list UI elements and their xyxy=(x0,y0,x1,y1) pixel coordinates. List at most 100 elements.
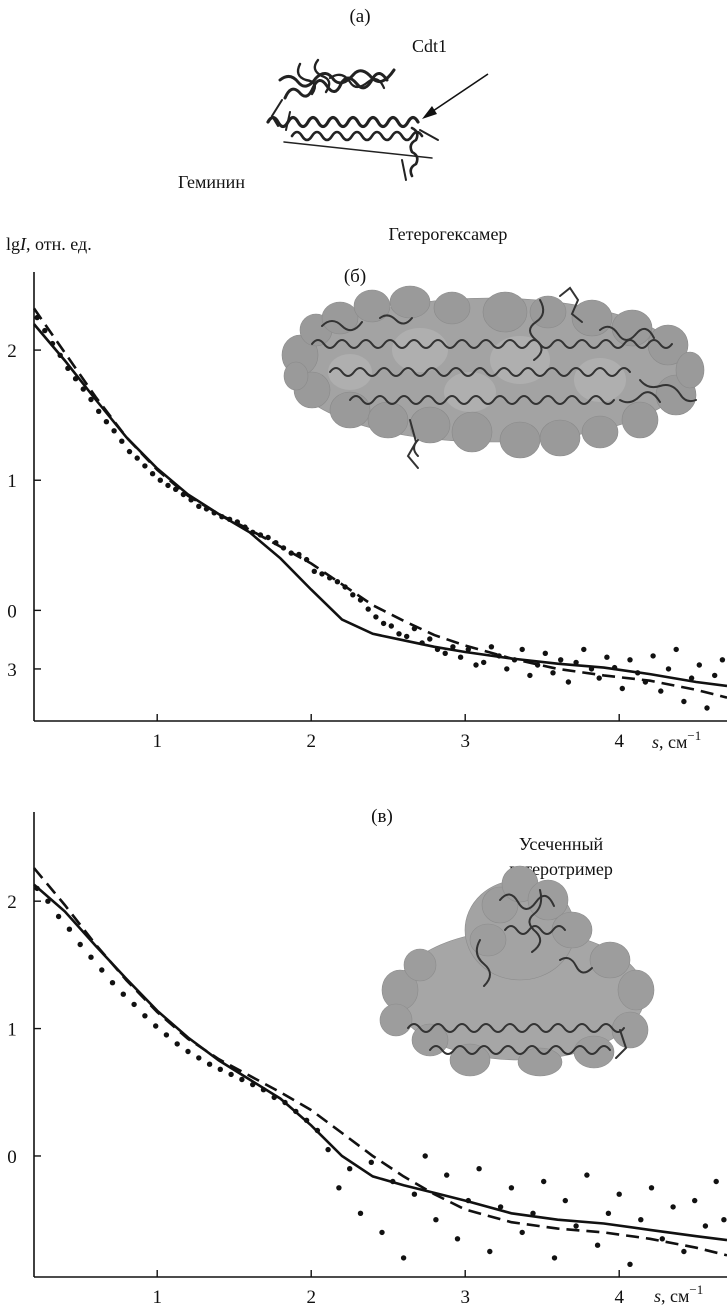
data-point xyxy=(584,1172,590,1178)
y-tick-label: 0 xyxy=(7,1147,17,1168)
data-point xyxy=(219,514,225,520)
data-point xyxy=(658,688,664,694)
data-point xyxy=(153,1023,159,1029)
data-point xyxy=(42,327,48,334)
x-ticks-c: 1 2 3 4 xyxy=(152,1270,624,1306)
data-point xyxy=(99,967,105,973)
data-point xyxy=(573,1223,579,1229)
data-point xyxy=(457,654,464,660)
data-point xyxy=(379,1229,385,1236)
data-point xyxy=(541,1178,547,1185)
data-point xyxy=(174,1041,180,1047)
data-point xyxy=(673,646,679,653)
data-point xyxy=(648,1185,655,1191)
data-point xyxy=(206,1061,213,1067)
data-point xyxy=(434,646,441,653)
data-point xyxy=(211,510,217,516)
data-point xyxy=(250,1081,256,1088)
data-point xyxy=(203,506,210,512)
x-axis-label-c: s, см−1 xyxy=(654,1282,703,1306)
data-point xyxy=(119,438,125,444)
data-point xyxy=(293,1108,299,1115)
data-point xyxy=(342,584,348,590)
data-point xyxy=(534,662,541,668)
data-point xyxy=(327,575,333,581)
data-point xyxy=(185,1048,191,1055)
solid-fit-curve xyxy=(33,883,727,1242)
geminin-label: Геминин xyxy=(178,172,245,192)
data-point xyxy=(404,633,410,640)
data-point xyxy=(126,448,133,455)
data-point xyxy=(336,1185,342,1191)
heterohexamer-model-image xyxy=(281,285,705,469)
data-point xyxy=(496,653,502,659)
panel-b-label: (б) xyxy=(344,266,366,287)
data-point xyxy=(88,396,94,403)
data-point xyxy=(288,550,294,556)
panel-b: lgI, отн. ед. Гетерогексамер (б) xyxy=(6,224,727,752)
data-point xyxy=(188,497,194,503)
data-point xyxy=(131,1001,137,1008)
y-tick-label: 2 xyxy=(7,341,17,362)
x-tick-label: 2 xyxy=(306,1287,316,1306)
data-point xyxy=(226,516,233,522)
data-point xyxy=(357,1210,364,1217)
data-point xyxy=(659,1236,665,1242)
data-point xyxy=(334,579,341,585)
data-point xyxy=(34,885,40,892)
x-tick-label: 2 xyxy=(306,731,316,752)
data-point xyxy=(234,519,240,525)
data-point xyxy=(142,1013,148,1019)
data-point xyxy=(280,545,287,551)
data-point xyxy=(427,636,433,642)
data-point xyxy=(390,1178,396,1185)
data-point xyxy=(465,646,471,653)
data-point xyxy=(45,898,51,904)
data-point xyxy=(347,1166,353,1172)
data-point xyxy=(721,1217,727,1223)
data-point xyxy=(519,646,525,653)
data-point xyxy=(692,1197,698,1204)
cdt1-geminin-structure-image xyxy=(266,58,439,181)
data-point xyxy=(611,664,618,671)
data-point xyxy=(411,625,418,632)
data-point xyxy=(465,1197,471,1204)
data-point xyxy=(704,705,710,711)
data-point xyxy=(419,640,425,646)
data-point xyxy=(196,503,202,509)
data-point xyxy=(573,659,579,666)
data-point xyxy=(681,698,687,705)
x-axis-label-b: s, см−1 xyxy=(652,728,701,752)
x-tick-label: 4 xyxy=(614,1287,624,1306)
solid-fit-curve xyxy=(33,323,727,688)
data-point xyxy=(444,1172,450,1178)
data-point xyxy=(422,1153,428,1159)
data-point xyxy=(49,340,56,347)
data-point xyxy=(77,941,83,948)
data-point xyxy=(670,1204,676,1210)
data-point xyxy=(120,991,127,997)
data-point xyxy=(551,1255,558,1261)
data-point xyxy=(488,644,495,650)
data-point xyxy=(368,1159,374,1166)
dashed-fit-curve xyxy=(32,307,727,699)
data-point xyxy=(713,1178,719,1185)
data-point xyxy=(34,314,40,321)
heterohexamer-label: Гетерогексамер xyxy=(389,224,508,244)
data-point xyxy=(319,571,325,577)
cdt1-arrow xyxy=(422,73,489,119)
panel-a: (а) Cdt1 Геминин xyxy=(178,6,489,192)
panel-c: (в) Усеченный гетеротример xyxy=(7,806,727,1306)
plot-area-b xyxy=(32,307,727,711)
x-tick-label: 3 xyxy=(460,731,470,752)
data-point xyxy=(433,1217,439,1223)
data-point xyxy=(473,662,479,668)
data-point xyxy=(616,1191,622,1197)
cdt1-label: Cdt1 xyxy=(412,36,447,56)
data-point xyxy=(454,1236,461,1242)
data-point xyxy=(271,1094,277,1101)
data-point xyxy=(65,365,71,371)
data-point xyxy=(702,1223,709,1229)
data-point xyxy=(696,662,702,668)
